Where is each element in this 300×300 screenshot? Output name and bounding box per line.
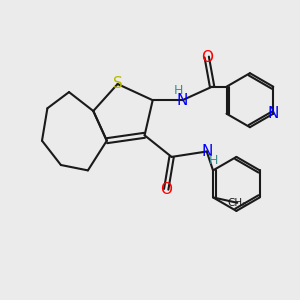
Text: O: O (201, 50, 213, 64)
Text: N: N (268, 106, 279, 121)
Text: S: S (113, 76, 122, 92)
Text: N: N (201, 144, 212, 159)
Text: CH₃: CH₃ (228, 198, 247, 208)
Text: N: N (177, 93, 188, 108)
Text: H: H (174, 84, 183, 97)
Text: H: H (209, 154, 218, 167)
Text: O: O (160, 182, 172, 197)
